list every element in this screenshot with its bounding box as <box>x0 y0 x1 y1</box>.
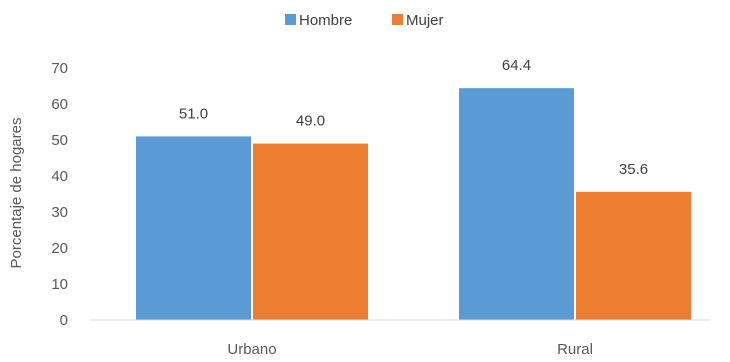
x-category-label: Rural <box>557 341 593 358</box>
legend: Hombre Mujer <box>285 12 444 29</box>
y-axis-label: Porcentaje de hogares <box>8 118 25 269</box>
y-axis-ticks: 0 10 20 30 40 50 60 70 <box>51 60 68 329</box>
legend-label-hombre: Hombre <box>299 12 352 29</box>
data-label-mujer-urbano: 49.0 <box>296 113 325 130</box>
y-tick-label: 20 <box>51 240 68 257</box>
bar-hombre-urbano <box>136 136 251 320</box>
y-tick-label: 60 <box>51 96 68 113</box>
data-label-mujer-rural: 35.6 <box>619 161 648 178</box>
data-labels: 51.0 49.0 64.4 35.6 <box>179 57 648 178</box>
bars <box>136 88 691 320</box>
data-label-hombre-rural: 64.4 <box>502 57 531 74</box>
legend-label-mujer: Mujer <box>406 12 444 29</box>
y-tick-label: 70 <box>51 60 68 77</box>
bar-mujer-urbano <box>253 143 368 320</box>
legend-swatch-mujer <box>392 14 403 25</box>
y-tick-label: 40 <box>51 168 68 185</box>
x-category-label: Urbano <box>227 341 276 358</box>
y-tick-label: 50 <box>51 132 68 149</box>
data-label-hombre-urbano: 51.0 <box>179 105 208 122</box>
x-axis-categories: Urbano Rural <box>227 341 593 358</box>
legend-swatch-hombre <box>285 14 296 25</box>
bar-mujer-rural <box>576 191 691 320</box>
y-tick-label: 10 <box>51 276 68 293</box>
y-tick-label: 0 <box>60 312 68 329</box>
y-tick-label: 30 <box>51 204 68 221</box>
bar-hombre-rural <box>459 88 574 320</box>
